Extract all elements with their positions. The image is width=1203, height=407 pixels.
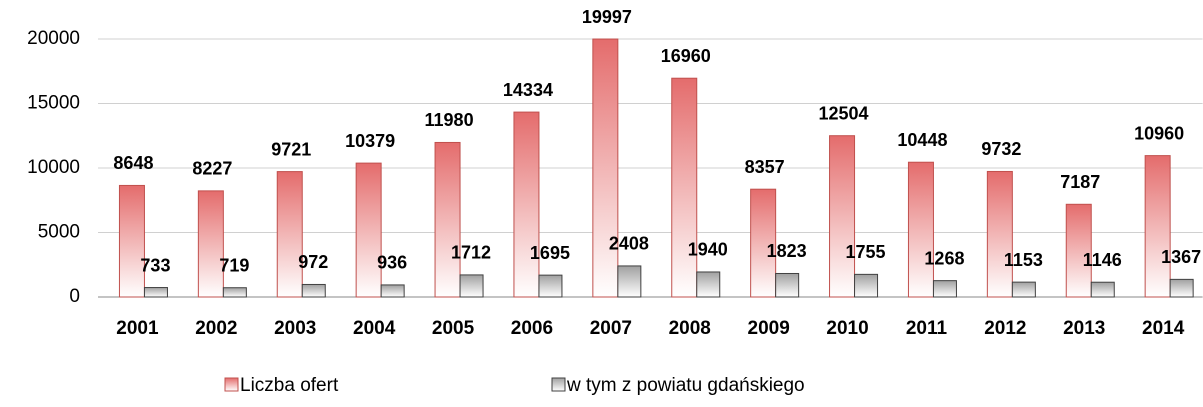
data-label: 14334 [503,80,553,100]
legend-swatch [224,377,239,392]
bar [143,287,168,298]
bar [696,271,721,298]
bar [1090,281,1115,298]
data-label: 19997 [582,7,632,27]
y-tick-label: 5000 [38,222,80,243]
x-tick-label: 2004 [353,318,396,339]
bar [459,274,484,298]
legend-label: Liczba ofert [240,375,339,396]
bar [932,280,957,298]
bar [907,161,934,298]
bar [1065,203,1092,298]
x-tick-label: 2005 [432,318,475,339]
x-tick-label: 2012 [984,318,1026,339]
data-label: 1712 [451,243,491,263]
x-tick-label: 2014 [1142,318,1185,339]
data-label: 8357 [745,157,785,177]
data-label: 972 [298,252,328,272]
bar [986,170,1013,298]
x-tick-label: 2010 [826,318,868,339]
legend-swatch [551,377,566,392]
data-label: 1146 [1083,250,1122,270]
y-tick-label: 20000 [27,28,80,49]
bar [513,111,540,298]
bar [617,265,642,298]
data-label: 10960 [1134,123,1184,143]
legend-label: w tym z powiatu gdańskiego [566,375,805,396]
bar [538,274,563,298]
data-label: 1823 [767,241,807,261]
bar [592,38,619,298]
bar [775,272,800,298]
bar [197,190,224,298]
x-tick-label: 2006 [511,318,553,339]
data-label: 16960 [661,46,711,66]
data-label: 1153 [1004,250,1043,270]
data-label: 7187 [1060,172,1100,192]
data-label: 1940 [688,240,728,260]
x-tick-label: 2007 [590,318,632,339]
y-tick-label: 0 [69,286,80,307]
bar [355,162,382,298]
bar [222,287,247,298]
bar [434,141,461,298]
bar [1169,278,1194,298]
x-tick-label: 2001 [116,318,159,339]
data-label: 1367 [1161,247,1201,267]
data-label: 719 [219,255,249,275]
x-tick-label: 2011 [906,318,948,339]
data-label: 12504 [819,103,869,123]
data-label: 1755 [846,242,886,262]
bar [1011,281,1036,298]
y-tick-label: 15000 [27,93,80,114]
data-label: 9721 [271,139,311,159]
data-label: 11980 [425,110,474,130]
x-tick-label: 2013 [1063,318,1105,339]
x-tick-label: 2003 [274,318,316,339]
bar [750,188,777,298]
data-label: 2408 [609,234,649,254]
data-label: 9732 [981,139,1021,159]
data-label: 8227 [192,159,232,179]
bar [1144,155,1171,298]
bar [671,77,698,298]
x-tick-label: 2002 [195,318,237,339]
data-label: 10379 [345,131,395,151]
bar [380,284,405,298]
data-label: 936 [377,253,407,273]
data-label: 733 [140,255,170,275]
x-tick-label: 2008 [669,318,711,339]
bar [301,283,326,298]
data-label: 1268 [924,248,964,268]
x-tick-label: 2009 [748,318,790,339]
y-tick-label: 10000 [27,157,80,178]
bar [118,184,145,298]
bar [829,135,856,298]
data-label: 10448 [897,130,947,150]
data-label: 1695 [530,243,570,263]
bar [854,273,879,298]
bar [276,171,303,298]
data-label: 8648 [113,153,153,173]
